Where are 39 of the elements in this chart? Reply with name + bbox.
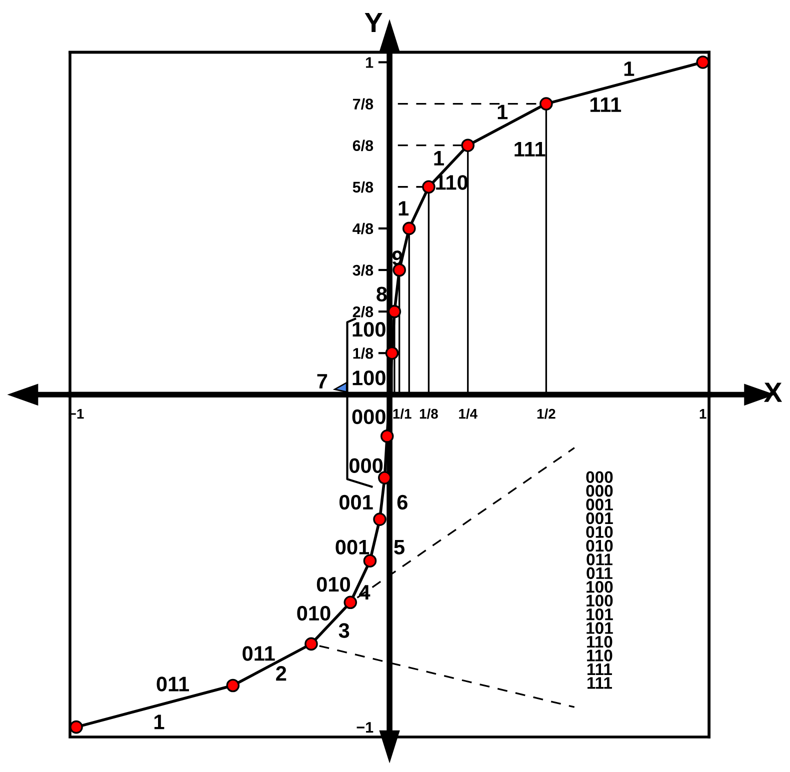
annotation: 1 [498,104,508,120]
annotation: 111 [590,98,622,112]
y-tick-label: 6/8 [352,140,374,152]
annotation: 7 [317,374,328,388]
x-tick-label: 1/4 [459,408,478,419]
annotation: 6 [397,494,408,510]
y-tick-label: 4/8 [352,222,374,234]
annotation: 5 [394,540,404,554]
annotation: 4 [359,585,370,600]
x-tick-label: 1/1 [393,408,412,419]
annotation: 100 [352,322,386,337]
annotation: 100 [352,370,386,386]
annotation: 001 [339,494,373,510]
annotation: 1 [624,62,634,76]
annotation: 3 [338,623,350,638]
annotation: 010 [316,576,350,592]
y-tick-label: 5/8 [352,181,374,193]
x-tick-label: 1 [700,409,706,419]
annotation: 011 [156,676,189,692]
y-tick-label: 3/8 [352,264,374,276]
y-tick-label: 2/8 [352,306,374,318]
annotation: 010 [297,606,330,621]
annotation: 2 [276,666,286,681]
annotation: 000 [352,409,386,424]
annotation: 011 [242,646,275,661]
y-tick-label: 7/8 [352,98,374,110]
text: 000 000 001 001 010 010 011 011 100 100 101 101 110 110 111 111 [586,471,613,689]
x-tick-label: 1/2 [537,408,556,419]
annotation: 1 [398,201,409,216]
y-tick-label: 1/8 [353,348,374,359]
annotation: 001 [336,540,370,554]
annotation: 1 [154,714,164,730]
annotation: 111 [514,142,546,156]
annotation: 000 [350,458,383,474]
annotation: 1 [434,151,444,166]
y-tick-label: 1 [366,57,374,68]
y-axis-title: Y [364,12,382,32]
x-tick-label: 1/8 [420,408,438,419]
y-tick-label: −1 [356,722,374,733]
